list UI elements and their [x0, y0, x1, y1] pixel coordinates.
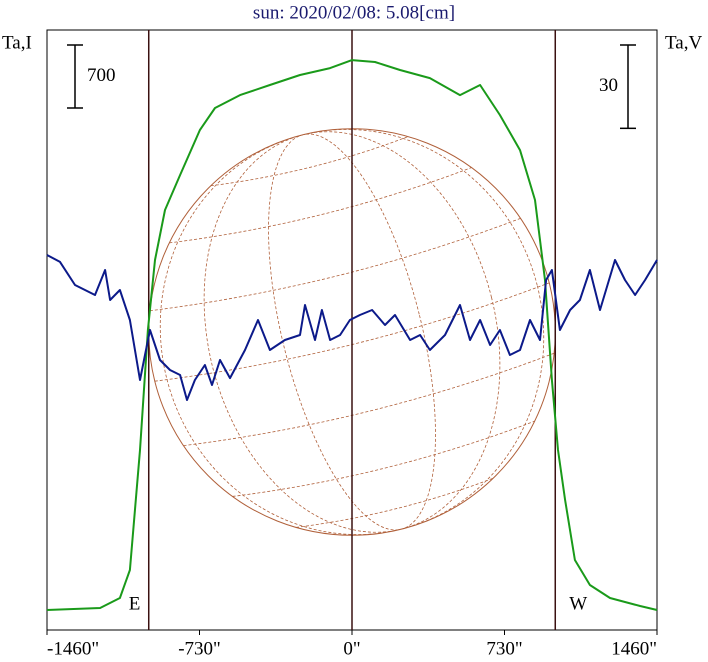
scale-bar-label: 700 — [87, 65, 116, 86]
scale-bar-label: 30 — [599, 75, 618, 96]
chart-title: sun: 2020/02/08: 5.08[cm] — [253, 2, 455, 23]
parallel — [210, 136, 409, 187]
parallel — [169, 167, 472, 244]
disk-grid — [149, 129, 555, 535]
data-line — [46, 59, 658, 611]
parallel — [232, 420, 535, 497]
parallel — [295, 477, 494, 528]
x-tick-label: -1460" — [47, 638, 99, 659]
x-tick-label: 730" — [486, 638, 522, 659]
meridian — [203, 131, 501, 533]
x-tick-label: 1460" — [611, 638, 657, 659]
parallel — [149, 217, 521, 312]
x-tick-label: -730" — [178, 638, 221, 659]
limb-label: W — [569, 593, 587, 614]
limb-label: E — [129, 593, 141, 614]
meridian — [159, 129, 545, 535]
y-axis-label: Ta,I — [2, 32, 32, 53]
parallel — [154, 282, 550, 382]
parallel — [183, 352, 555, 447]
x-tick-label: 0" — [343, 638, 360, 659]
data-line — [46, 254, 658, 401]
meridian — [268, 133, 436, 531]
y2-axis-label: Ta,V — [665, 32, 702, 53]
